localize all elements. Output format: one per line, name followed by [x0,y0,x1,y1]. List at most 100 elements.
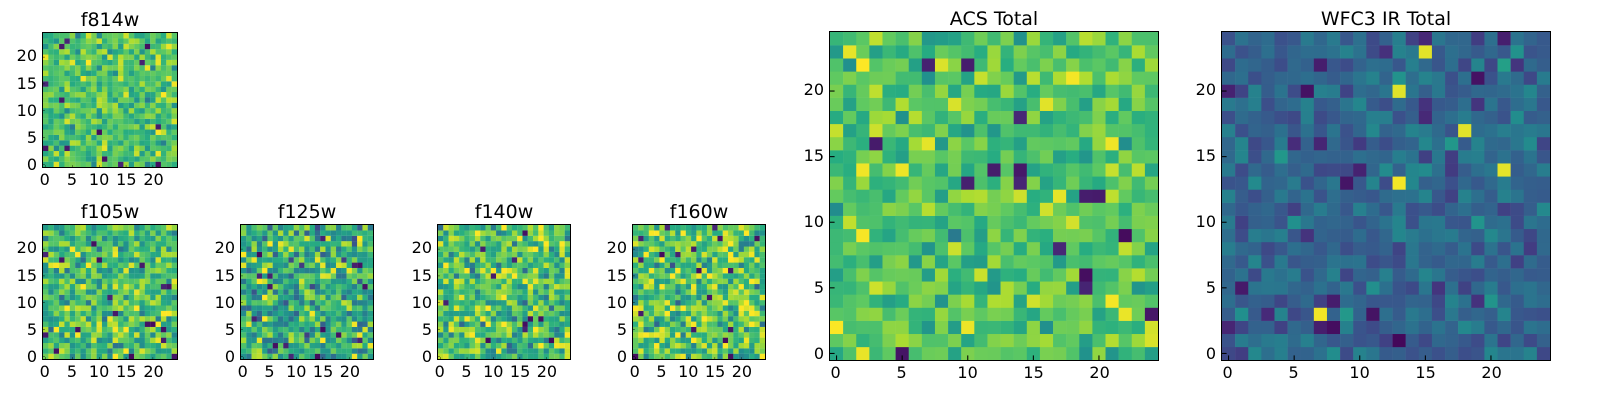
heatmap-cell [459,235,465,242]
heatmap-cell [362,300,368,306]
heatmap-cell [733,300,739,306]
heatmap-cell [882,136,896,151]
heatmap-cell [1235,189,1249,203]
heatmap-cell [1079,71,1093,85]
heatmap-cell [522,289,528,295]
heatmap-cell [325,348,331,354]
heatmap-cell [843,189,857,203]
heatmap-cell [309,289,316,295]
heatmap-cell [1105,32,1119,46]
heatmap-cell [961,45,975,59]
heatmap-cell [171,310,177,317]
heatmap-cell [1092,163,1106,177]
heatmap-cell [134,316,140,322]
heatmap-cell [1536,255,1550,269]
heatmap-cell [559,337,565,344]
heatmap-cell [91,102,97,109]
heatmap-cell [155,225,162,231]
heatmap-cell [69,129,76,135]
heatmap-cell [490,262,497,268]
heatmap-cell [934,123,949,138]
heatmap-cell [123,353,129,359]
heatmap-cell [144,310,151,317]
heatmap-cell [341,348,347,354]
heatmap-cell [1066,281,1080,295]
heatmap-cell [64,75,70,82]
heatmap-cell [654,353,660,359]
heatmap-cell [1392,150,1406,164]
heatmap-cell [1026,241,1041,256]
heatmap-cell [1092,202,1106,216]
heatmap-cell [43,326,49,333]
heatmap-cell [107,241,113,247]
heatmap-cell [304,310,310,317]
heatmap-cell [722,326,729,333]
heatmap-cell [448,289,454,295]
heatmap-cell [1366,215,1380,230]
heatmap-cell [722,278,729,285]
heatmap-cell [91,140,97,146]
heatmap-cell [1379,84,1393,98]
heatmap-cell [1066,136,1080,151]
heatmap-cell [648,262,655,268]
heatmap-cell [459,241,465,247]
heatmap-cell [91,75,97,82]
heatmap-cell [522,283,528,290]
heatmap-cell [299,257,305,263]
heatmap-cell [548,241,555,247]
heatmap-cell [1366,320,1380,335]
heatmap-cell [267,267,273,274]
heatmap-cell [80,33,86,39]
heatmap-cell [1131,71,1146,85]
heatmap-cell [118,113,124,119]
heatmap-cell [648,289,655,295]
heatmap-cell [80,225,86,231]
heatmap-cell [490,305,497,311]
heatmap-cell [59,230,65,236]
heatmap-cell [1379,97,1393,111]
heatmap-cell [80,108,86,114]
heatmap-cell [1300,241,1315,256]
heatmap-cell [722,230,729,236]
heatmap-cell [474,278,481,285]
heatmap-cell [357,230,363,236]
heatmap-cell [123,262,129,268]
heatmap-cell [1079,333,1093,348]
heatmap-cell [48,326,54,333]
heatmap-cell [934,268,949,282]
heatmap-cell [664,310,671,317]
heatmap-cell [160,353,167,359]
heatmap-cell [96,267,103,274]
heatmap-cell [53,113,60,119]
heatmap-cell [85,118,92,125]
heatmap-cell [934,281,949,295]
heatmap-cell [438,326,444,333]
heatmap-cell [633,321,639,327]
heatmap-cell [1353,189,1367,203]
y-tick-label: 20 [803,80,824,100]
heatmap-cell [506,251,513,258]
heatmap-cell [150,310,156,317]
heatmap-cell [96,43,103,50]
heatmap-cell [59,332,65,338]
heatmap-cell [921,176,936,190]
heatmap-cell [75,273,81,279]
heatmap-cell [262,267,268,274]
heatmap-cell [1313,228,1328,243]
heatmap-cell [246,294,252,301]
heatmap-cell [118,156,124,162]
heatmap-cell [648,251,655,258]
heatmap-cell [1510,84,1525,98]
heatmap-cell [1484,333,1498,348]
heatmap-cell [543,353,549,359]
heatmap-cell [474,230,481,236]
heatmap-cell [91,348,97,354]
heatmap-plot-area [240,224,374,360]
heatmap-cell [506,337,513,344]
heatmap-cell [1405,241,1420,256]
heatmap-cell [474,321,481,327]
heatmap-cell [96,310,103,317]
heatmap-cell [272,326,279,333]
heatmap-cell [496,241,502,247]
heatmap-cell [246,278,252,285]
